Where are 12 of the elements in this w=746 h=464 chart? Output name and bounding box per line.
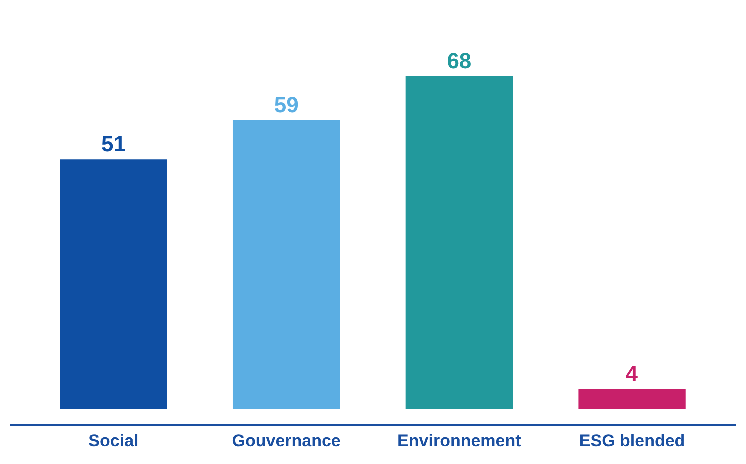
x-tick-label: Gouvernance	[232, 431, 341, 450]
data-label: 68	[447, 48, 472, 74]
data-label: 59	[274, 92, 299, 118]
x-tick-label: Environnement	[398, 431, 522, 450]
x-tick-label: Social	[88, 431, 139, 450]
data-label: 4	[626, 361, 639, 386]
bar	[232, 120, 340, 410]
bar	[406, 76, 514, 410]
bar	[578, 389, 686, 410]
data-label: 51	[101, 132, 126, 157]
x-tick-label: ESG blended	[579, 431, 686, 450]
bar	[60, 160, 168, 410]
